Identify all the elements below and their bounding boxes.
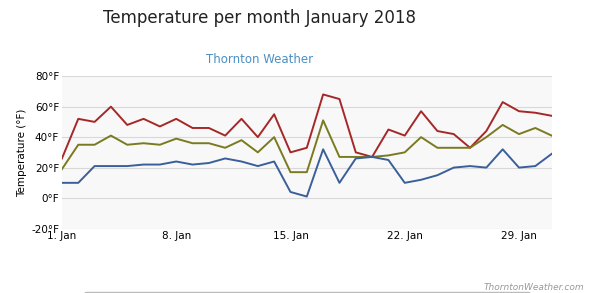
Y-axis label: Temperature (°F): Temperature (°F) bbox=[17, 108, 27, 197]
Text: Temperature per month January 2018: Temperature per month January 2018 bbox=[103, 9, 416, 27]
Legend: Maximal temperature, Average temperature, Minimal temperature: Maximal temperature, Average temperature… bbox=[84, 292, 530, 293]
Text: Thornton Weather: Thornton Weather bbox=[206, 53, 313, 66]
Text: ThorntonWeather.com: ThorntonWeather.com bbox=[483, 282, 584, 292]
